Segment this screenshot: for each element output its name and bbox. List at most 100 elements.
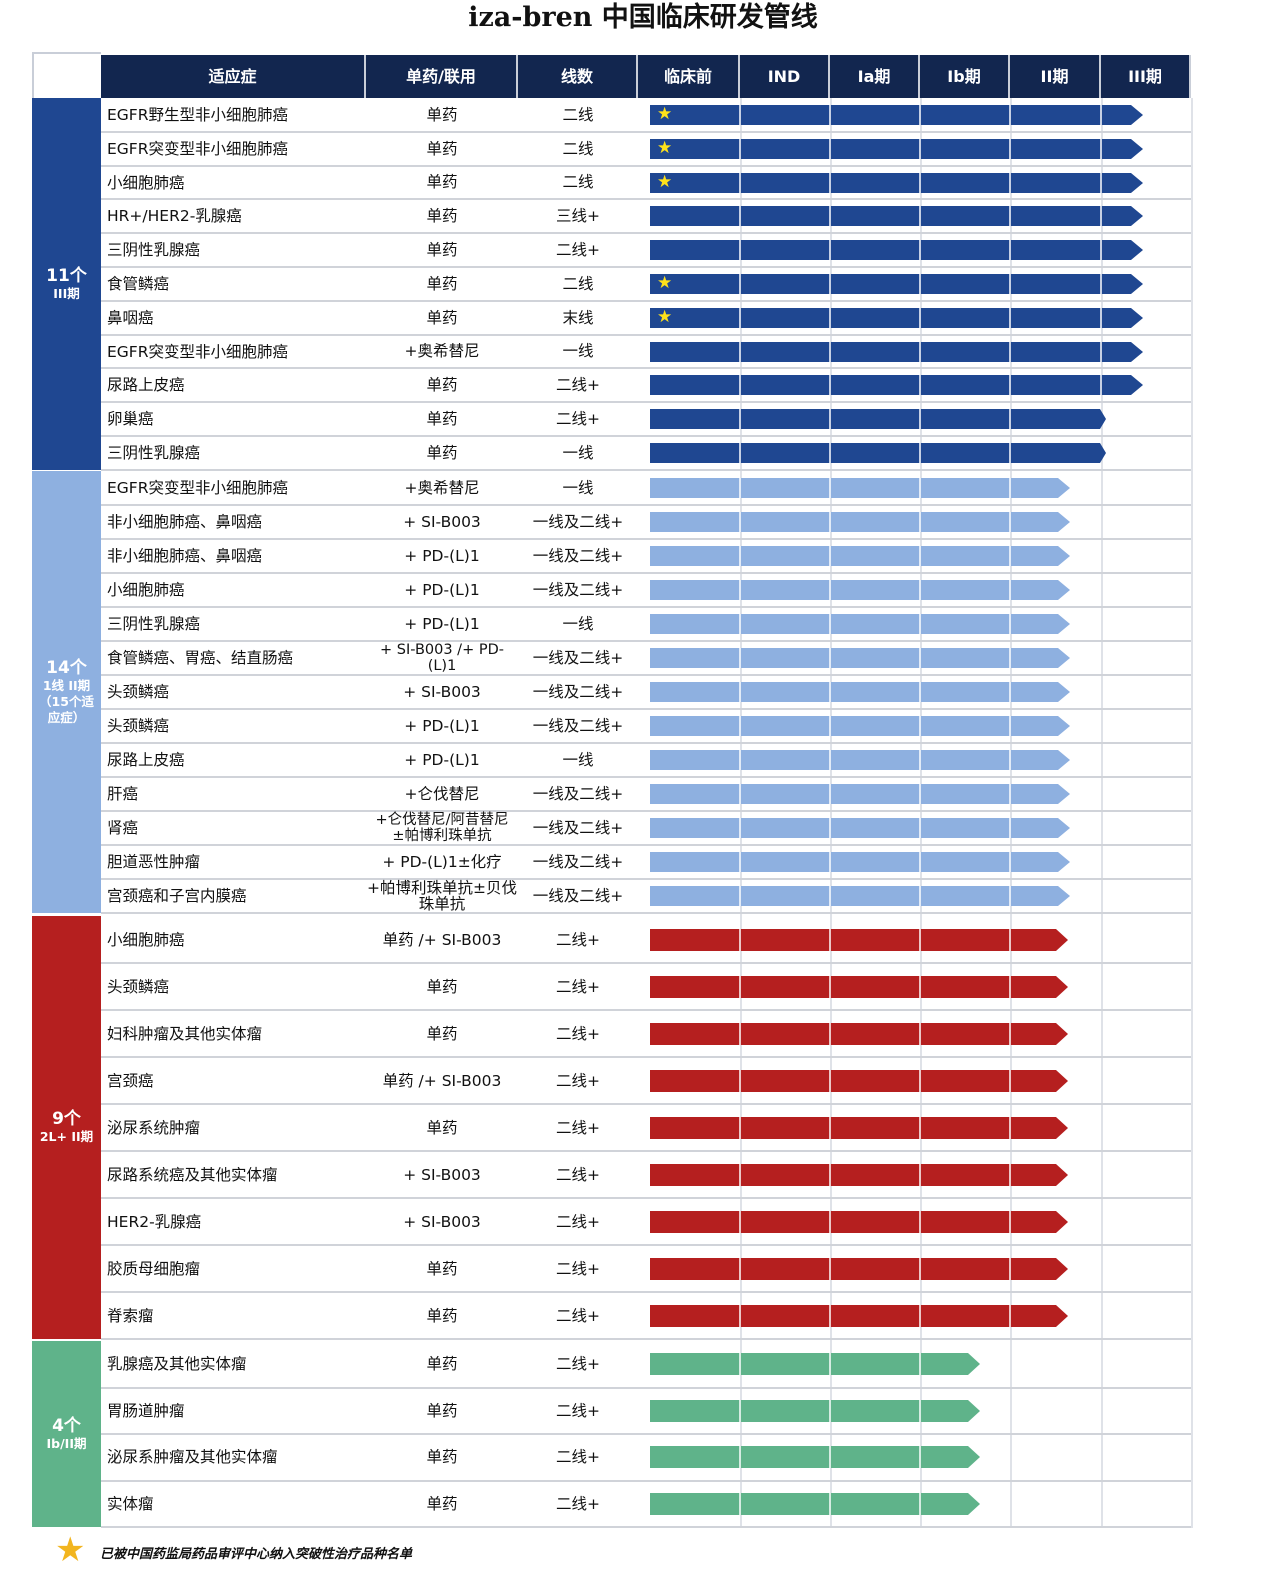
phase-grid-line — [830, 98, 832, 1528]
indication-cell: 小细胞肺癌 — [107, 173, 185, 192]
stage-progress-bar — [650, 1257, 1068, 1280]
column-header-2: 线数 — [518, 55, 638, 98]
star-icon: ★ — [657, 272, 673, 293]
line-cell: 二线+ — [556, 1401, 600, 1420]
stage-progress-bar — [650, 784, 1070, 804]
indication-cell: EGFR突变型非小细胞肺癌 — [107, 479, 288, 497]
group-count: 4个 — [52, 1415, 81, 1436]
line-cell: 一线及二线+ — [532, 547, 624, 565]
legend-text: 已被中国药监局药品审评中心纳入突破性治疗品种名单 — [100, 1547, 413, 1562]
line-cell: 二线 — [562, 139, 594, 158]
stage-progress-bar — [650, 928, 1068, 951]
regimen-cell: +帕博利珠单抗±贝伐 珠单抗 — [367, 879, 517, 913]
indication-cell: 泌尿系统肿瘤 — [107, 1118, 201, 1137]
indication-cell: EGFR突变型非小细胞肺癌 — [107, 139, 288, 158]
regimen-cell: + SI-B003 — [403, 1212, 481, 1231]
regimen-cell: 单药 — [426, 1118, 458, 1137]
row-divider — [101, 572, 1191, 574]
stage-progress-bar — [650, 104, 1143, 125]
stage-progress-bar — [650, 512, 1070, 532]
regimen-cell: 单药 — [426, 1024, 458, 1043]
row-divider — [101, 640, 1191, 642]
row-divider — [101, 844, 1191, 846]
group-1-label: 14个 1线 II期（15个适应症） — [32, 471, 101, 913]
indication-cell: 尿路系统癌及其他实体瘤 — [107, 1165, 278, 1184]
column-header-4: IND — [740, 55, 830, 98]
indication-cell: 泌尿系肿瘤及其他实体瘤 — [107, 1448, 278, 1467]
stage-progress-bar — [650, 240, 1143, 261]
stage-progress-bar — [650, 818, 1070, 838]
line-cell: 二线+ — [556, 376, 600, 395]
indication-cell: 尿路上皮癌 — [107, 751, 185, 769]
row-divider — [101, 266, 1191, 268]
indication-cell: 非小细胞肺癌、鼻咽癌 — [107, 513, 263, 531]
stage-progress-bar — [650, 341, 1143, 362]
regimen-cell: + PD-(L)1 — [404, 751, 480, 769]
phase-grid-line — [1101, 98, 1103, 1528]
regimen-cell: 单药 — [426, 139, 458, 158]
line-cell: 一线及二线+ — [532, 853, 624, 871]
line-cell: 二线+ — [556, 930, 600, 949]
stage-progress-bar — [650, 1069, 1068, 1092]
row-divider — [101, 1479, 1191, 1482]
regimen-cell: +奥希替尼 — [404, 342, 480, 361]
column-header-0: 适应症 — [101, 55, 366, 98]
row-divider — [101, 401, 1191, 404]
row-divider — [101, 538, 1191, 540]
phase-grid-line — [1191, 98, 1193, 1528]
regimen-cell: +奥希替尼 — [404, 479, 480, 497]
stage-progress-bar — [650, 580, 1070, 600]
stage-progress-bar — [650, 138, 1143, 159]
stage-progress-bar — [650, 1022, 1068, 1045]
line-cell: 一线及二线+ — [532, 513, 624, 531]
group-stage: 1线 II期（15个适应症） — [39, 677, 94, 725]
indication-cell: 尿路上皮癌 — [107, 376, 185, 395]
row-divider — [101, 708, 1191, 710]
column-header-6: Ib期 — [920, 55, 1010, 98]
row-divider — [101, 1056, 1191, 1058]
group-stage: 2L+ II期 — [39, 1129, 94, 1144]
indication-cell: 肝癌 — [107, 785, 139, 803]
indication-cell: 肾癌 — [107, 819, 139, 837]
row-divider — [101, 1103, 1191, 1105]
line-cell: 二线+ — [556, 1494, 600, 1513]
stage-progress-bar — [650, 1116, 1068, 1139]
line-cell: 一线及二线+ — [532, 819, 624, 837]
star-icon: ★ — [657, 103, 673, 124]
regimen-cell: + PD-(L)1 — [404, 581, 480, 599]
row-divider — [101, 164, 1191, 167]
indication-cell: HR+/HER2-乳腺癌 — [107, 207, 242, 226]
row-divider — [101, 468, 1191, 471]
stage-progress-bar — [650, 1446, 980, 1469]
line-cell: 一线及二线+ — [532, 581, 624, 599]
regimen-cell: 单药 — [426, 241, 458, 260]
regimen-cell: 单药 — [426, 376, 458, 395]
regimen-cell: 单药 — [426, 105, 458, 124]
indication-cell: EGFR突变型非小细胞肺癌 — [107, 342, 288, 361]
stage-progress-bar — [650, 478, 1070, 498]
line-cell: 二线+ — [556, 1165, 600, 1184]
indication-cell: 宫颈癌 — [107, 1071, 154, 1090]
star-icon: ★ — [55, 1530, 86, 1570]
line-cell: 一线 — [562, 443, 594, 462]
regimen-cell: 单药 — [426, 1355, 458, 1374]
line-cell: 一线 — [562, 751, 594, 769]
line-cell: 二线+ — [556, 410, 600, 429]
regimen-cell: + PD-(L)1 — [404, 547, 480, 565]
row-divider — [101, 1197, 1191, 1199]
line-cell: 二线+ — [556, 1259, 600, 1278]
group-3-label: 4个 Ib/II期 — [32, 1341, 101, 1527]
stage-progress-bar — [650, 886, 1070, 906]
regimen-cell: 单药 — [426, 274, 458, 293]
star-icon: ★ — [657, 171, 673, 192]
indication-cell: 非小细胞肺癌、鼻咽癌 — [107, 547, 263, 565]
row-divider — [101, 674, 1191, 676]
stage-progress-bar — [650, 716, 1070, 736]
line-cell: 二线+ — [556, 977, 600, 996]
stage-progress-bar — [650, 1353, 980, 1376]
regimen-cell: 单药 — [426, 1259, 458, 1278]
page-title: iza-bren 中国临床研发管线 — [468, 2, 818, 33]
indication-cell: 三阴性乳腺癌 — [107, 615, 201, 633]
stage-progress-bar — [650, 172, 1143, 193]
stage-progress-bar — [650, 307, 1143, 328]
